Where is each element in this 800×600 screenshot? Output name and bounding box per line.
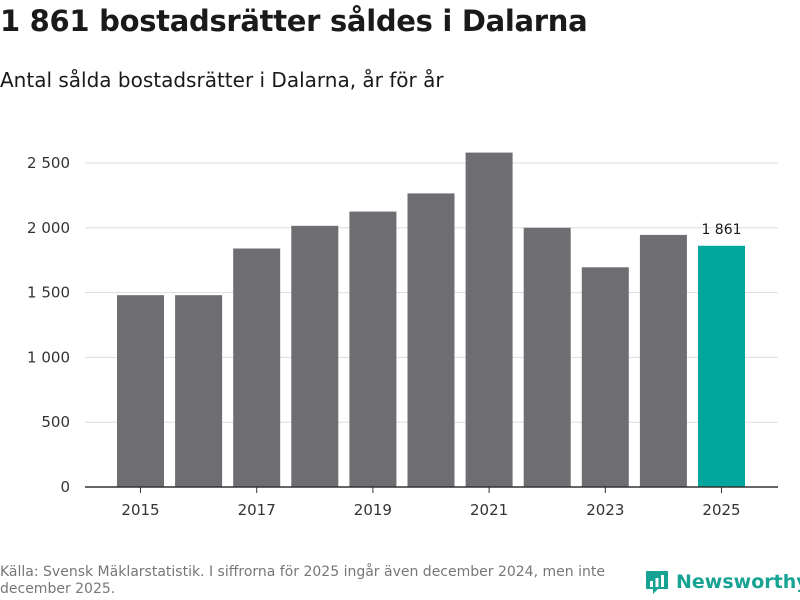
source-note: Källa: Svensk Mäklarstatistik. I siffror… <box>0 564 605 597</box>
bar-chart: 0 500 1 000 1 500 2 000 2 500 2015 2017 2019 2021… <box>27 152 778 519</box>
y-tick-label: 500 <box>41 413 70 431</box>
bar-2019 <box>349 211 397 487</box>
bars <box>117 152 745 488</box>
bar-2023 <box>581 267 629 487</box>
bar-2015 <box>117 295 164 487</box>
bar-2025 <box>698 245 745 487</box>
bar-2018 <box>291 225 339 487</box>
chart-subtitle: Antal sålda bostadsrätter i Dalarna, år … <box>0 68 444 92</box>
y-tick-label: 1 500 <box>27 284 70 302</box>
y-tick-label: 0 <box>60 478 70 496</box>
y-tick-label: 2 500 <box>27 154 70 172</box>
newsworthy-chart-logo-icon <box>646 571 668 594</box>
x-tick-label: 2015 <box>121 501 159 519</box>
bar-2017 <box>233 248 281 487</box>
bar-2024 <box>639 234 687 487</box>
x-tick-label: 2025 <box>702 501 740 519</box>
chart-title: 1 861 bostadsrätter såldes i Dalarna <box>0 4 588 38</box>
axes: 0 500 1 000 1 500 2 000 2 500 2015 2017 2019 2021… <box>27 154 778 519</box>
bar-2016 <box>175 295 223 487</box>
data-labels: 1 861 <box>701 222 741 238</box>
x-tick-label: 2023 <box>586 501 624 519</box>
bar-2020 <box>407 193 455 488</box>
bar-2021 <box>465 152 513 488</box>
x-tick-label: 2019 <box>354 501 392 519</box>
brand-name: Newsworthy <box>676 571 800 593</box>
x-tick-label: 2021 <box>470 501 508 519</box>
bar-2022 <box>523 227 571 487</box>
newsworthy-logo: Newsworthy <box>644 569 800 595</box>
x-tick-label: 2017 <box>238 501 276 519</box>
y-tick-label: 2 000 <box>27 219 70 237</box>
data-label-2025: 1 861 <box>701 222 741 238</box>
y-tick-label: 1 000 <box>27 348 70 366</box>
